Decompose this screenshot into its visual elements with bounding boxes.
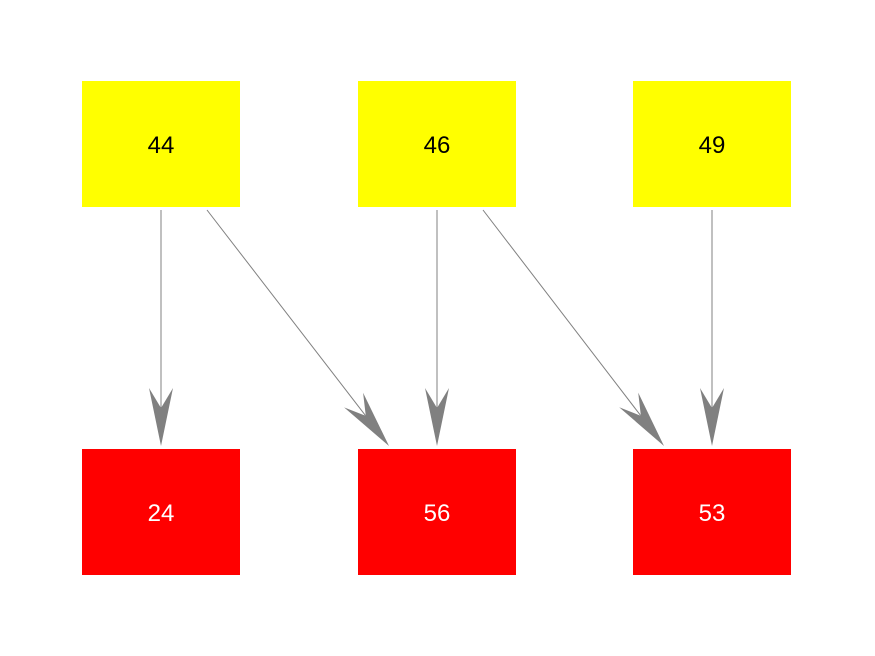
node-56[interactable]: 56 bbox=[358, 449, 516, 575]
node-label: 56 bbox=[424, 500, 451, 527]
node-box bbox=[82, 449, 240, 575]
node-box bbox=[358, 449, 516, 575]
node-label: 46 bbox=[424, 132, 451, 159]
arrowhead-46-56 bbox=[425, 388, 449, 446]
node-24[interactable]: 24 bbox=[82, 449, 240, 575]
node-44[interactable]: 44 bbox=[82, 81, 240, 207]
node-box bbox=[82, 81, 240, 207]
edge-46-53 bbox=[482, 209, 642, 417]
node-box bbox=[633, 449, 791, 575]
arrowhead-49-53 bbox=[700, 388, 724, 446]
node-label: 53 bbox=[699, 500, 726, 527]
arrowhead-46-53 bbox=[619, 392, 664, 446]
node-box bbox=[633, 81, 791, 207]
edge-44-56 bbox=[206, 209, 367, 417]
node-46[interactable]: 46 bbox=[358, 81, 516, 207]
node-label: 24 bbox=[148, 500, 175, 527]
node-label: 44 bbox=[148, 132, 175, 159]
arrowhead-44-24 bbox=[149, 388, 173, 446]
node-53[interactable]: 53 bbox=[633, 449, 791, 575]
node-box bbox=[358, 81, 516, 207]
node-49[interactable]: 49 bbox=[633, 81, 791, 207]
node-label: 49 bbox=[699, 132, 726, 159]
arrowhead-44-56 bbox=[344, 392, 389, 446]
